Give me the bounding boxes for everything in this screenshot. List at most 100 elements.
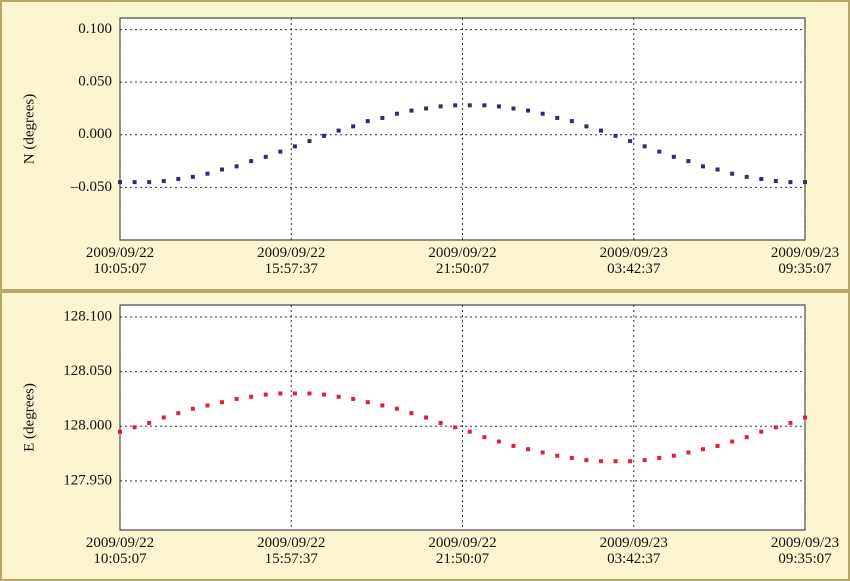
data-point — [700, 447, 705, 452]
data-point — [555, 115, 560, 120]
data-point — [482, 103, 487, 108]
data-point — [759, 429, 764, 434]
y-tick-label: 0.100 — [78, 21, 112, 37]
data-point — [584, 124, 589, 129]
data-point — [730, 171, 735, 176]
data-point — [511, 443, 516, 448]
data-point — [176, 411, 181, 416]
y-tick-label: 128.100 — [63, 308, 112, 324]
data-point — [686, 159, 691, 164]
panel-frame — [0, 291, 850, 581]
data-point — [540, 111, 545, 116]
data-point — [569, 119, 574, 124]
data-point — [118, 180, 122, 185]
data-point — [380, 115, 385, 120]
data-point — [555, 453, 560, 458]
data-point — [526, 447, 531, 452]
data-point — [336, 394, 341, 399]
panel-frame — [0, 0, 850, 291]
data-point — [161, 179, 166, 184]
data-point — [759, 176, 764, 181]
y-tick-label: 127.950 — [63, 472, 112, 488]
data-point — [598, 459, 603, 464]
data-point — [190, 406, 195, 411]
data-point — [482, 435, 487, 440]
data-point — [453, 103, 458, 108]
data-point — [453, 425, 458, 430]
x-tick-label: 2009/09/22 21:50:07 — [428, 245, 497, 277]
data-point — [788, 180, 793, 185]
data-point — [438, 420, 443, 425]
data-point — [642, 458, 647, 463]
data-point — [467, 103, 472, 108]
x-tick-label: 2009/09/23 03:42:37 — [599, 535, 668, 567]
data-point — [234, 396, 239, 401]
data-point — [803, 415, 807, 420]
data-point — [278, 149, 283, 154]
data-point — [365, 119, 370, 124]
data-point — [292, 391, 297, 396]
y-axis-label: N (degrees) — [21, 94, 37, 164]
data-point — [278, 391, 283, 396]
data-point — [700, 164, 705, 169]
data-point — [526, 108, 531, 113]
x-tick-label: 2009/09/22 10:05:07 — [85, 245, 155, 277]
data-point — [292, 144, 297, 149]
data-point — [351, 124, 356, 129]
data-point — [176, 176, 181, 181]
data-point — [598, 128, 603, 133]
data-point — [715, 167, 720, 172]
x-tick-label: 2009/09/23 03:42:37 — [599, 245, 668, 277]
data-point — [365, 400, 370, 405]
data-point — [147, 180, 152, 185]
data-point — [511, 106, 516, 111]
data-point — [803, 180, 807, 185]
data-point — [322, 392, 327, 397]
data-point — [671, 154, 676, 159]
data-point — [569, 455, 574, 460]
data-point — [220, 400, 225, 405]
data-point — [613, 133, 618, 138]
y-tick-label: –0.050 — [70, 179, 112, 195]
data-point — [438, 104, 443, 109]
y-tick-label: 0.050 — [78, 74, 112, 90]
data-point — [220, 167, 225, 172]
data-point — [307, 391, 312, 396]
data-point — [380, 403, 385, 408]
data-point — [730, 439, 735, 444]
data-point — [773, 179, 778, 184]
data-point — [657, 455, 662, 460]
data-point — [234, 164, 239, 169]
x-tick-label: 2009/09/22 21:50:07 — [428, 535, 497, 567]
data-point — [263, 154, 268, 159]
x-tick-label: 2009/09/22 15:57:37 — [257, 245, 326, 277]
data-point — [307, 139, 312, 144]
data-point — [409, 411, 414, 416]
data-point — [788, 420, 793, 425]
data-point — [394, 406, 399, 411]
data-point — [351, 396, 356, 401]
data-point — [409, 108, 414, 113]
data-point — [190, 174, 195, 179]
y-tick-label: 0.000 — [78, 126, 112, 142]
data-point — [322, 133, 327, 138]
x-tick-label: 2009/09/22 10:05:07 — [85, 535, 155, 567]
data-point — [249, 159, 254, 164]
y-tick-label: 128.000 — [63, 418, 112, 434]
data-point — [249, 394, 254, 399]
data-point — [424, 415, 429, 420]
data-point — [642, 144, 647, 149]
plot-area — [119, 304, 806, 531]
data-point — [263, 392, 268, 397]
data-point — [132, 425, 137, 430]
data-point — [584, 458, 589, 463]
x-tick-label: 2009/09/23 09:35:07 — [770, 245, 840, 277]
data-point — [540, 450, 545, 455]
data-point — [336, 128, 341, 133]
data-point — [773, 425, 778, 430]
data-point — [132, 180, 137, 185]
data-point — [744, 435, 749, 440]
data-point — [205, 171, 210, 176]
